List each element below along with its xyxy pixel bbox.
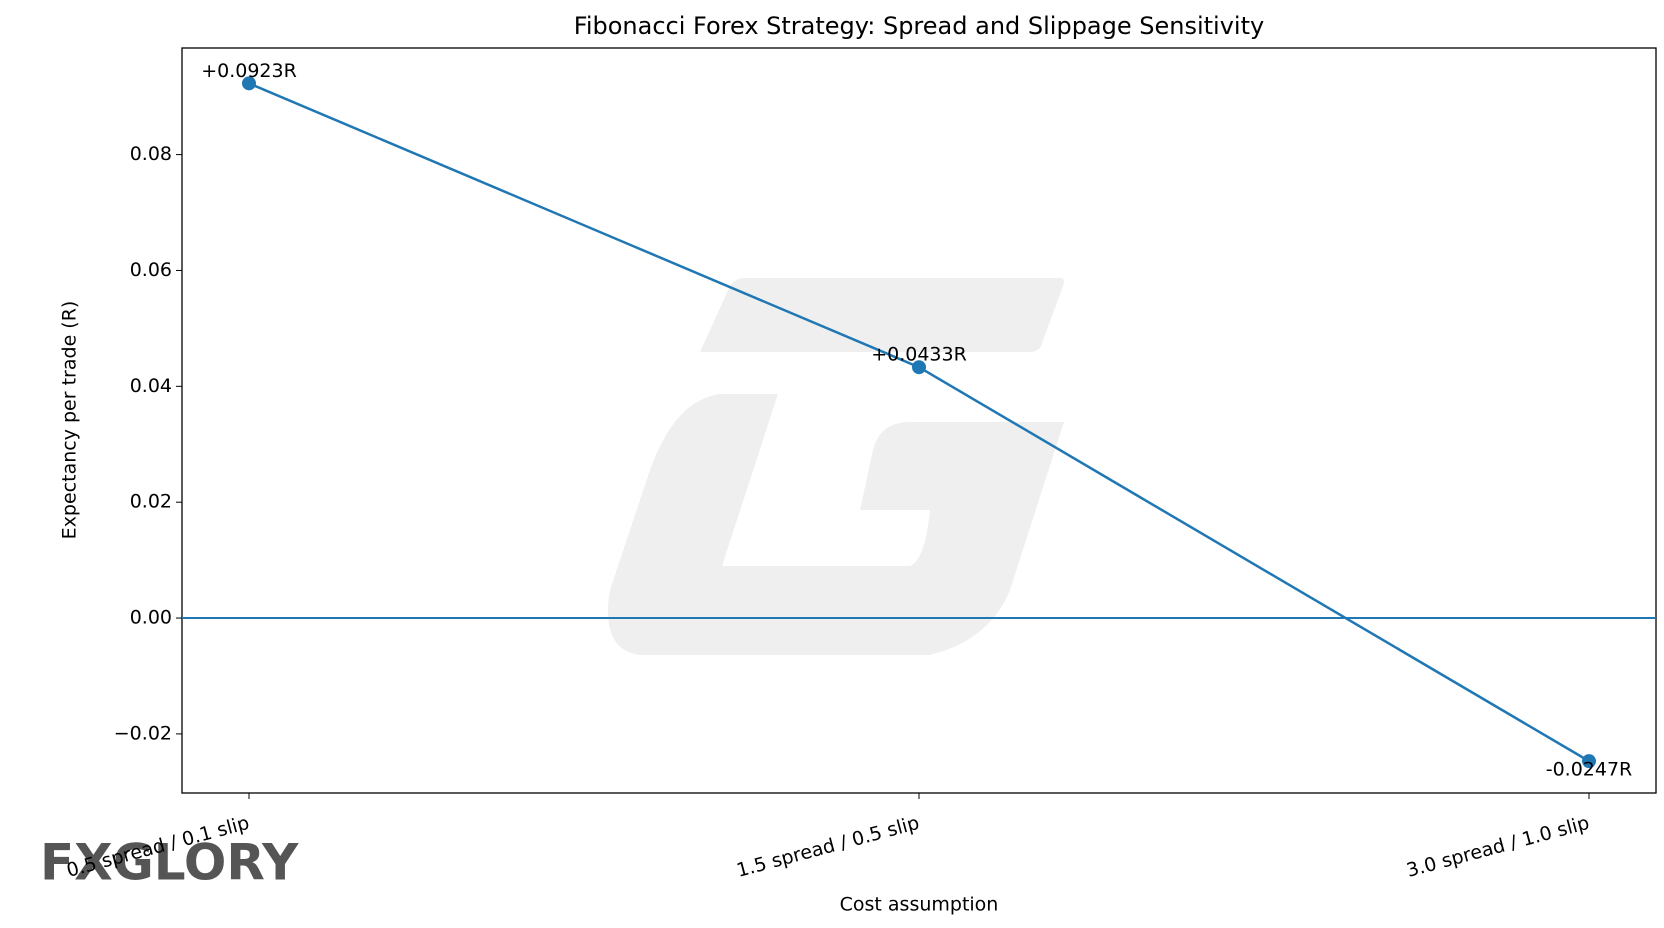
y-tick-label: 0.00 [130,607,172,629]
watermark-logo [608,278,1064,655]
value-label: -0.0247R [1546,759,1633,781]
y-axis-label: Expectancy per trade (R) [59,301,81,540]
watermark-text: FXGLORY [40,834,299,892]
y-tick-label: 0.06 [130,259,172,281]
x-axis-label: Cost assumption [840,894,999,916]
x-tick-label: 3.0 spread / 1.0 slip [1404,812,1592,882]
data-point [242,76,256,91]
value-label: +0.0433R [871,344,967,366]
y-tick-label: 0.04 [130,375,172,397]
y-tick-label: −0.02 [114,722,172,744]
x-tick-label: 1.5 spread / 0.5 slip [734,812,922,882]
chart-title: Fibonacci Forex Strategy: Spread and Sli… [574,12,1264,40]
data-point [1582,754,1596,769]
plot-frame [181,47,1657,794]
value-label: +0.0923R [201,60,297,82]
y-tick-label: 0.08 [130,143,172,165]
y-tick-label: 0.02 [130,491,172,513]
data-point [912,360,926,375]
